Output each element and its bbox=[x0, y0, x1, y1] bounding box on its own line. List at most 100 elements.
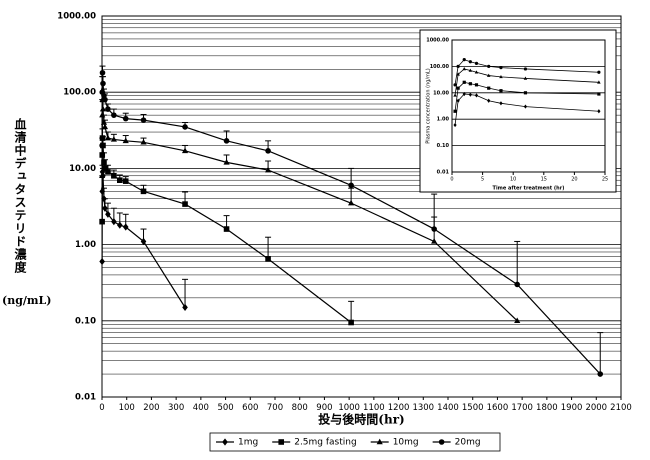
x-tick-label: 1100 bbox=[363, 403, 385, 413]
marker bbox=[222, 438, 228, 446]
marker bbox=[104, 134, 112, 141]
plot-frame bbox=[451, 39, 606, 173]
y-tick-label: 0.01 bbox=[75, 393, 96, 403]
error-bar bbox=[182, 278, 189, 308]
x-tick-label: 2000 bbox=[585, 403, 607, 413]
marker bbox=[265, 148, 271, 154]
legend-label: 10mg bbox=[393, 438, 419, 448]
error-bar bbox=[348, 167, 355, 186]
marker bbox=[122, 223, 129, 231]
marker bbox=[486, 73, 491, 77]
marker bbox=[105, 169, 111, 175]
marker bbox=[462, 67, 466, 71]
marker bbox=[223, 138, 230, 144]
marker bbox=[348, 319, 354, 326]
x-tick-label: 1000 bbox=[338, 403, 360, 413]
x-tick-label: 1200 bbox=[388, 403, 410, 413]
marker bbox=[474, 70, 479, 74]
marker bbox=[431, 238, 438, 244]
marker bbox=[462, 91, 466, 97]
marker bbox=[499, 74, 503, 79]
marker bbox=[462, 80, 466, 84]
marker bbox=[182, 201, 188, 207]
y-axis-unit: (ng/mL) bbox=[2, 294, 52, 307]
marker bbox=[99, 257, 105, 266]
y-tick-label: 1000.00 bbox=[426, 38, 449, 44]
marker bbox=[453, 109, 457, 113]
marker bbox=[223, 226, 230, 232]
marker bbox=[597, 371, 604, 377]
marker bbox=[468, 60, 472, 64]
marker bbox=[597, 92, 601, 96]
error-bar bbox=[348, 300, 355, 323]
y-axis-label: Plasma concentration (ng/mL) bbox=[426, 68, 432, 143]
marker bbox=[140, 117, 147, 123]
marker bbox=[278, 439, 285, 445]
marker bbox=[182, 303, 188, 312]
x-tick-label: 1900 bbox=[561, 403, 583, 413]
marker bbox=[223, 159, 230, 165]
marker bbox=[99, 218, 105, 225]
marker bbox=[474, 93, 479, 98]
x-tick-label: 400 bbox=[193, 403, 209, 413]
marker bbox=[265, 166, 272, 173]
y-tick-label: 1.00 bbox=[437, 117, 450, 123]
error-bar bbox=[431, 193, 438, 230]
x-axis-label: 投与後時間(hr) bbox=[318, 412, 404, 427]
marker bbox=[487, 86, 491, 90]
x-tick-label: 1800 bbox=[536, 403, 558, 413]
marker bbox=[453, 122, 457, 128]
marker bbox=[474, 61, 479, 65]
marker bbox=[453, 93, 457, 97]
marker bbox=[523, 67, 528, 71]
marker bbox=[499, 66, 503, 70]
marker bbox=[181, 147, 189, 154]
legend-label: 20mg bbox=[455, 438, 481, 448]
marker bbox=[597, 70, 601, 74]
marker bbox=[514, 281, 520, 288]
marker bbox=[111, 218, 117, 226]
marker bbox=[376, 438, 383, 445]
marker bbox=[456, 86, 460, 90]
x-tick-label: 1300 bbox=[412, 403, 434, 413]
marker bbox=[468, 68, 473, 72]
marker bbox=[456, 72, 460, 76]
marker bbox=[499, 101, 503, 106]
legend-box bbox=[209, 432, 501, 452]
x-tick-label: 15 bbox=[541, 177, 547, 183]
x-tick-label: 600 bbox=[242, 403, 258, 413]
marker bbox=[140, 188, 147, 195]
marker bbox=[105, 106, 111, 112]
marker bbox=[456, 64, 460, 68]
x-tick-label: 1500 bbox=[462, 403, 484, 413]
marker bbox=[348, 199, 355, 206]
x-tick-label: 200 bbox=[143, 403, 159, 413]
y-tick-label: 100.00 bbox=[430, 64, 450, 70]
marker bbox=[597, 80, 601, 84]
x-tick-label: 500 bbox=[217, 403, 233, 413]
marker bbox=[122, 115, 129, 122]
marker bbox=[99, 172, 106, 179]
marker bbox=[523, 104, 528, 109]
x-tick-label: 100 bbox=[119, 403, 135, 413]
error-bar bbox=[265, 236, 272, 259]
y-tick-label: 1000.00 bbox=[57, 12, 96, 22]
marker bbox=[140, 138, 147, 145]
marker bbox=[122, 178, 129, 184]
x-tick-label: 5 bbox=[481, 177, 484, 183]
x-tick-label: 300 bbox=[168, 403, 184, 413]
x-tick-label: 900 bbox=[316, 403, 332, 413]
marker bbox=[99, 105, 107, 112]
x-tick-label: 20 bbox=[571, 177, 577, 183]
error-bar bbox=[514, 240, 521, 285]
marker bbox=[523, 91, 528, 95]
y-tick-label: 0.01 bbox=[437, 170, 450, 176]
marker bbox=[468, 82, 472, 86]
x-tick-label: 25 bbox=[602, 177, 608, 183]
marker bbox=[265, 256, 271, 262]
x-tick-label: 0 bbox=[450, 177, 453, 183]
marker bbox=[431, 226, 437, 232]
x-tick-label: 10 bbox=[510, 177, 516, 183]
